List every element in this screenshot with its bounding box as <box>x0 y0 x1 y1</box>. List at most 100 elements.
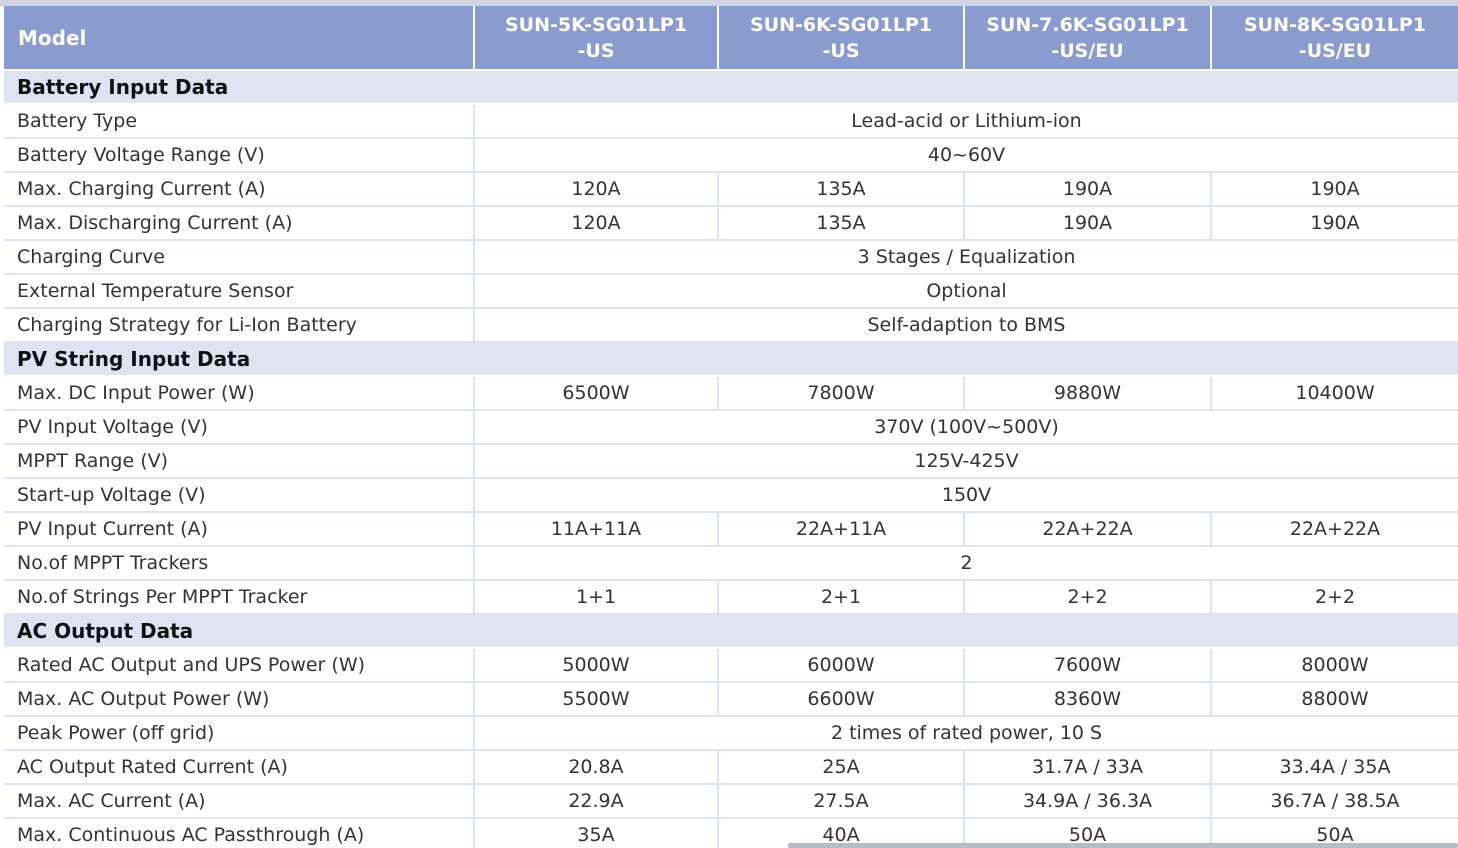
spec-row: Charging Strategy for Li-Ion Battery Self… <box>4 308 1458 343</box>
spec-value: 2+1 <box>718 580 965 615</box>
top-border <box>0 0 1458 6</box>
spec-row: No.of Strings Per MPPT Tracker 1+1 2+1 2+2 2… <box>4 580 1458 615</box>
spec-value: 190A <box>964 206 1212 241</box>
spec-value: 27.5A <box>718 784 965 819</box>
spec-row: Max. DC Input Power (W) 6500W 7800W 9880W 10… <box>4 376 1458 411</box>
model-column-header: SUN-6K-SG01LP1 -US <box>718 6 965 71</box>
spec-value: 22A+11A <box>718 512 965 547</box>
spec-row: No.of MPPT Trackers 2 <box>4 546 1458 581</box>
spec-row: AC Output Rated Current (A) 20.8A 25A 31.7A… <box>4 750 1458 785</box>
spec-value-shared: 2 times of rated power, 10 S <box>474 716 1458 751</box>
spec-row: Max. Discharging Current (A) 120A 135A 190A… <box>4 206 1458 241</box>
spec-row: Peak Power (off grid) 2 times of rated po… <box>4 716 1458 751</box>
spec-label: Max. Continuous AC Passthrough (A) <box>4 818 475 848</box>
section-row: PV String Input Data <box>4 342 1458 377</box>
model-suffix: -US/EU <box>1298 39 1372 62</box>
spec-value: 8800W <box>1211 682 1458 717</box>
spec-row: Battery Type Lead-acid or Lithium-ion <box>4 104 1458 139</box>
spec-value: 8000W <box>1211 648 1458 683</box>
spec-value: 7600W <box>964 648 1212 683</box>
spec-row: Rated AC Output and UPS Power (W) 5000W 60… <box>4 648 1458 683</box>
spec-label: Max. AC Current (A) <box>4 784 475 819</box>
spec-label: MPPT Range (V) <box>4 444 475 479</box>
spec-label: Max. DC Input Power (W) <box>4 376 475 411</box>
section-row: Battery Input Data <box>4 70 1458 105</box>
spec-value: 5000W <box>474 648 719 683</box>
spec-value-shared: 3 Stages / Equalization <box>474 240 1458 275</box>
spec-value: 22A+22A <box>1211 512 1458 547</box>
spec-value: 9880W <box>964 376 1212 411</box>
spec-row: External Temperature Sensor Optional <box>4 274 1458 309</box>
spec-value: 1+1 <box>474 580 719 615</box>
spec-value-shared: 150V <box>474 478 1458 513</box>
model-name: SUN-5K-SG01LP1 <box>504 13 688 36</box>
section-title: AC Output Data <box>4 614 1458 649</box>
spec-value: 190A <box>1211 172 1458 207</box>
spec-value: 2+2 <box>1211 580 1458 615</box>
spec-value-shared: Lead-acid or Lithium-ion <box>474 104 1458 139</box>
spec-value: 5500W <box>474 682 719 717</box>
spec-label: Max. Charging Current (A) <box>4 172 475 207</box>
spec-value: 7800W <box>718 376 965 411</box>
spec-label: PV Input Voltage (V) <box>4 410 475 445</box>
model-suffix: -US <box>577 39 615 62</box>
spec-row: MPPT Range (V) 125V-425V <box>4 444 1458 479</box>
spec-value: 35A <box>474 818 719 848</box>
spec-label: Max. Discharging Current (A) <box>4 206 475 241</box>
spec-label: Charging Curve <box>4 240 475 275</box>
model-column-header: SUN-5K-SG01LP1 -US <box>474 6 719 71</box>
section-title: PV String Input Data <box>4 342 1458 377</box>
model-name: SUN-8K-SG01LP1 <box>1243 13 1427 36</box>
model-column-header: SUN-8K-SG01LP1 -US/EU <box>1211 6 1458 71</box>
spec-label: PV Input Current (A) <box>4 512 475 547</box>
model-name: SUN-7.6K-SG01LP1 <box>986 13 1189 36</box>
spec-label: Battery Type <box>4 104 475 139</box>
spec-value: 11A+11A <box>474 512 719 547</box>
spec-row: Battery Voltage Range (V) 40~60V <box>4 138 1458 173</box>
spec-label: No.of Strings Per MPPT Tracker <box>4 580 475 615</box>
spec-row: PV Input Current (A) 11A+11A 22A+11A 22A+22… <box>4 512 1458 547</box>
spec-value-shared: 40~60V <box>474 138 1458 173</box>
spec-value: 20.8A <box>474 750 719 785</box>
spec-value: 10400W <box>1211 376 1458 411</box>
spec-value: 120A <box>474 172 719 207</box>
spec-label: Max. AC Output Power (W) <box>4 682 475 717</box>
spec-value: 34.9A / 36.3A <box>964 784 1212 819</box>
spec-value: 33.4A / 35A <box>1211 750 1458 785</box>
spec-row: PV Input Voltage (V) 370V (100V~500V) <box>4 410 1458 445</box>
spec-value-shared: 370V (100V~500V) <box>474 410 1458 445</box>
model-suffix: -US/EU <box>1051 39 1124 62</box>
model-name: SUN-6K-SG01LP1 <box>749 13 933 36</box>
spec-value: 22.9A <box>474 784 719 819</box>
spec-value: 190A <box>1211 206 1458 241</box>
spec-value: 31.7A / 33A <box>964 750 1212 785</box>
model-column-header: SUN-7.6K-SG01LP1 -US/EU <box>964 6 1212 71</box>
spec-value: 25A <box>718 750 965 785</box>
model-suffix: -US <box>822 39 860 62</box>
spec-value: 8360W <box>964 682 1212 717</box>
spec-row: Start-up Voltage (V) 150V <box>4 478 1458 513</box>
spec-value-shared: 125V-425V <box>474 444 1458 479</box>
spec-label: Battery Voltage Range (V) <box>4 138 475 173</box>
horizontal-scrollbar[interactable] <box>788 843 1458 848</box>
spec-row: Charging Curve 3 Stages / Equalization <box>4 240 1458 275</box>
spec-label: Start-up Voltage (V) <box>4 478 475 513</box>
spec-body: Battery Input Data Battery Type Lead-acid … <box>4 70 1458 848</box>
spec-value: 36.7A / 38.5A <box>1211 784 1458 819</box>
section-title: Battery Input Data <box>4 70 1458 105</box>
spec-value-shared: Optional <box>474 274 1458 309</box>
spec-label: Charging Strategy for Li-Ion Battery <box>4 308 475 343</box>
spec-label: AC Output Rated Current (A) <box>4 750 475 785</box>
spec-value: 22A+22A <box>964 512 1212 547</box>
spec-label: Peak Power (off grid) <box>4 716 475 751</box>
section-row: AC Output Data <box>4 614 1458 649</box>
spec-value: 135A <box>718 206 965 241</box>
model-header: Model <box>4 6 475 71</box>
spec-value: 6000W <box>718 648 965 683</box>
spec-value: 135A <box>718 172 965 207</box>
spec-value: 6600W <box>718 682 965 717</box>
spec-table: Model SUN-5K-SG01LP1 -US SUN-6K-SG01LP1 … <box>4 6 1458 848</box>
spec-value: 6500W <box>474 376 719 411</box>
header-row: Model SUN-5K-SG01LP1 -US SUN-6K-SG01LP1 … <box>4 6 1458 71</box>
spec-value: 120A <box>474 206 719 241</box>
